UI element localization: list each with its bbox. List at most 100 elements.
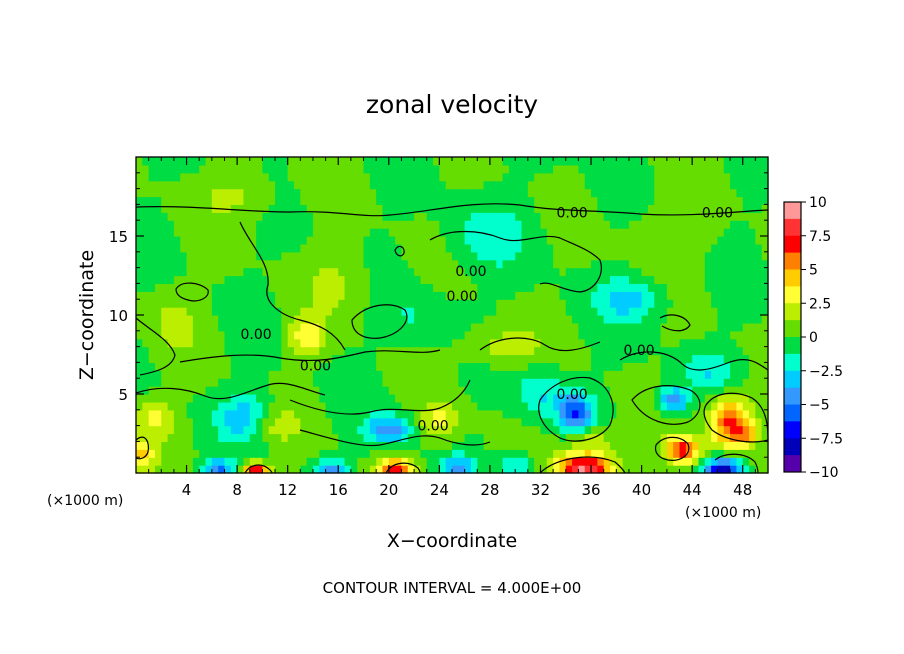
heatmap-cell xyxy=(622,425,630,435)
heatmap-cell xyxy=(294,425,301,435)
heatmap-cell xyxy=(527,188,535,198)
heatmap-cell xyxy=(742,409,750,419)
heatmap-cell xyxy=(154,267,162,277)
heatmap-cell xyxy=(578,409,586,419)
heatmap-cell xyxy=(603,220,611,229)
heatmap-cell xyxy=(502,212,510,221)
heatmap-cell xyxy=(597,322,605,332)
heatmap-cell xyxy=(287,386,295,395)
heatmap-cell xyxy=(603,299,611,308)
heatmap-cell xyxy=(186,346,194,356)
heatmap-cell xyxy=(723,259,731,269)
heatmap-cell xyxy=(205,322,213,332)
heatmap-cell xyxy=(312,370,320,379)
heatmap-cell xyxy=(641,465,649,474)
heatmap-cell xyxy=(521,188,529,198)
heatmap-cell xyxy=(445,441,453,450)
heatmap-cell xyxy=(553,346,561,356)
heatmap-cell xyxy=(647,386,655,395)
heatmap-cell xyxy=(654,243,662,253)
heatmap-cell xyxy=(603,378,611,387)
heatmap-cell xyxy=(591,172,598,182)
heatmap-cell xyxy=(483,204,491,213)
heatmap-cell xyxy=(142,243,150,253)
heatmap-cell xyxy=(565,338,573,348)
heatmap-cell xyxy=(730,441,737,450)
heatmap-cell xyxy=(540,157,548,166)
heatmap-cell xyxy=(749,330,756,340)
heatmap-cell xyxy=(534,220,542,229)
heatmap-cell xyxy=(363,449,371,458)
heatmap-cell xyxy=(388,299,396,308)
heatmap-cell xyxy=(553,401,561,411)
heatmap-cell xyxy=(224,196,232,205)
heatmap-cell xyxy=(350,164,358,174)
heatmap-cell xyxy=(306,180,314,190)
heatmap-cell xyxy=(192,188,200,198)
heatmap-cell xyxy=(211,157,219,166)
heatmap-cell xyxy=(565,204,573,213)
heatmap-cell xyxy=(641,378,649,387)
heatmap-cell xyxy=(199,243,207,253)
heatmap-cell xyxy=(610,259,617,269)
heatmap-cell xyxy=(591,449,598,458)
heatmap-cell xyxy=(306,243,314,253)
heatmap-cell xyxy=(711,283,719,292)
heatmap-cell xyxy=(673,457,681,466)
heatmap-cell xyxy=(395,386,403,395)
heatmap-cell xyxy=(268,425,276,435)
heatmap-cell xyxy=(540,259,548,269)
heatmap-cell xyxy=(262,212,270,221)
heatmap-cell xyxy=(578,362,586,371)
heatmap-cell xyxy=(382,315,390,324)
heatmap-cell xyxy=(300,251,308,261)
heatmap-cell xyxy=(698,164,706,174)
heatmap-cell xyxy=(546,228,554,237)
heatmap-cell xyxy=(445,243,453,253)
heatmap-cell xyxy=(546,441,554,450)
heatmap-cell xyxy=(610,204,617,213)
heatmap-cell xyxy=(148,275,156,284)
heatmap-cell xyxy=(173,164,181,174)
heatmap-cell xyxy=(148,315,156,324)
heatmap-cell xyxy=(319,425,327,435)
heatmap-cell xyxy=(489,425,497,435)
heatmap-cell xyxy=(312,196,320,205)
heatmap-cell xyxy=(173,196,181,205)
heatmap-cell xyxy=(350,228,358,237)
heatmap-cell xyxy=(502,307,510,316)
heatmap-cell xyxy=(559,291,567,300)
heatmap-cell xyxy=(161,172,169,182)
heatmap-cell xyxy=(502,354,510,363)
heatmap-cell xyxy=(167,180,175,190)
heatmap-cell xyxy=(546,378,554,387)
heatmap-cell xyxy=(369,212,377,221)
heatmap-cell xyxy=(344,157,352,166)
heatmap-cell xyxy=(382,220,390,229)
heatmap-cell xyxy=(496,299,504,308)
heatmap-cell xyxy=(439,172,447,182)
heatmap-cell xyxy=(388,236,396,245)
heatmap-cell xyxy=(426,259,434,269)
heatmap-cell xyxy=(439,291,447,300)
heatmap-cell xyxy=(338,315,346,324)
heatmap-cell xyxy=(666,267,674,277)
heatmap-cell xyxy=(717,251,725,261)
heatmap-cell xyxy=(256,433,263,442)
heatmap-cell xyxy=(508,409,516,419)
heatmap-cell xyxy=(477,164,485,174)
heatmap-cell xyxy=(192,228,200,237)
heatmap-cell xyxy=(755,259,763,269)
heatmap-cell xyxy=(521,299,529,308)
heatmap-cell xyxy=(319,204,327,213)
heatmap-cell xyxy=(673,401,681,411)
heatmap-cell xyxy=(464,267,472,277)
heatmap-cell xyxy=(262,180,270,190)
heatmap-cell xyxy=(331,346,339,356)
heatmap-cell xyxy=(395,425,403,435)
heatmap-cell xyxy=(622,433,630,442)
heatmap-cell xyxy=(369,307,377,316)
heatmap-cell xyxy=(540,441,548,450)
heatmap-cell xyxy=(679,401,687,411)
heatmap-cell xyxy=(628,212,636,221)
